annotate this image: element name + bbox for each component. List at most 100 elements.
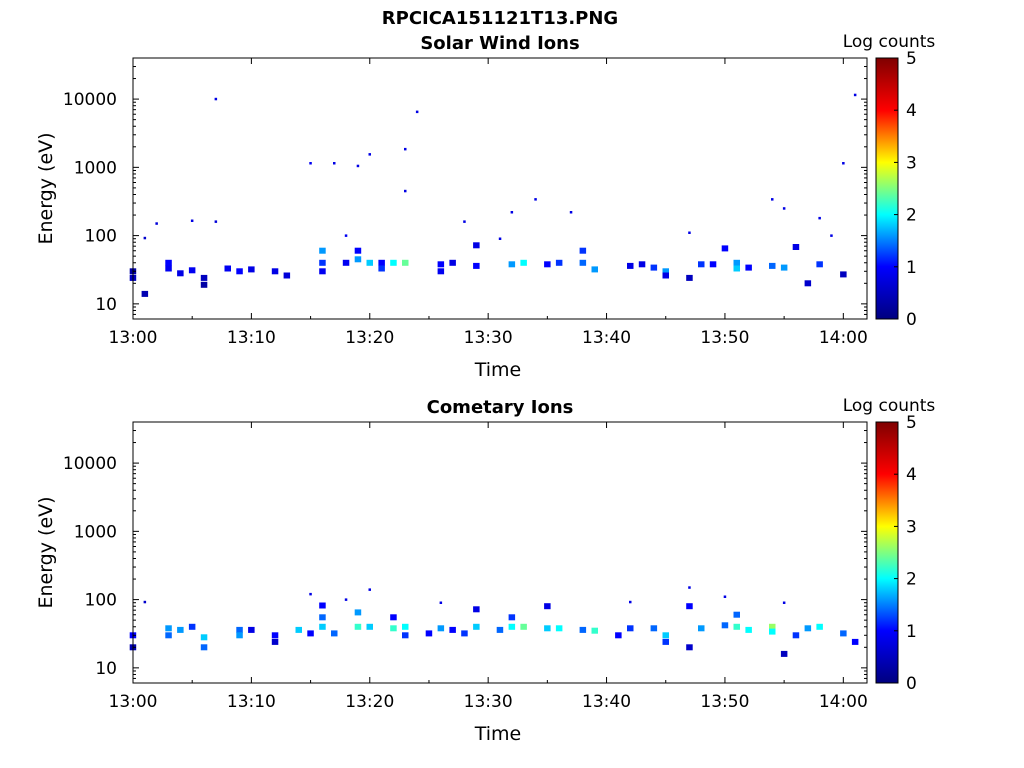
heatmap-cell [851,638,859,645]
heatmap-cell [508,261,516,268]
heatmap-cell [309,592,312,596]
heatmap-cell [354,623,362,630]
heatmap-cell [520,259,527,266]
y-axis-label: Energy (eV) [35,132,57,244]
heatmap-cell [188,267,196,274]
colorbar-tick-label: 5 [906,413,917,433]
heatmap-cell [733,623,740,630]
colorbar-tick-label: 2 [906,206,917,226]
colorbar-tick-label: 4 [906,101,917,121]
heatmap-cell [319,259,326,266]
heatmap-cell [143,236,147,240]
heatmap-cell [804,625,812,632]
heatmap-cell [271,638,279,645]
heatmap-cell [437,625,445,632]
heatmap-cell [780,264,788,271]
heatmap-cell [437,261,445,268]
x-tick-label: 13:30 [464,328,513,348]
heatmap-cell [439,601,443,604]
heatmap-cell [769,628,776,635]
colorbar-tick-label: 3 [906,153,917,173]
heatmap-cell [200,274,208,281]
y-tick-label: 100 [85,591,117,611]
heatmap-cell [190,219,194,222]
colorbar [875,421,899,684]
heatmap-cell [368,588,371,591]
panel-solar-wind-ions: Solar Wind Ions 13:00 13:10 13:20 13:30 13:40… [35,32,935,381]
colorbar-tick-label: 2 [906,570,917,590]
heatmap-cell [496,626,504,633]
heatmap-cell [688,586,691,589]
y-tick-label: 1000 [74,522,117,542]
heatmap-cell [804,280,812,287]
x-tick-label: 13:00 [109,692,158,712]
heatmap-cell [792,244,800,250]
heatmap-cell [721,622,729,629]
plot-frame [132,421,868,684]
heatmap-cell [569,211,573,214]
x-tick-label: 13:40 [582,328,631,348]
heatmap-cell [143,600,147,604]
heatmap-cell [780,650,788,657]
heatmap-cell [627,262,634,269]
heatmap-cell [555,259,563,266]
y-tick-label: 1000 [74,158,117,178]
heatmap-cell [378,265,385,272]
colorbar [875,57,899,320]
heatmap-cell [177,270,184,277]
heatmap-cell [473,262,480,269]
heatmap-cell [591,627,598,634]
heatmap-cell [638,261,646,268]
heatmap-cell [662,272,669,279]
x-tick-label: 13:20 [345,328,394,348]
heatmap-cell [745,626,752,633]
heatmap-cell [295,626,302,633]
heatmap-cell [853,93,857,97]
x-tick-label: 13:40 [582,692,631,712]
heatmap-cell [390,625,397,632]
heatmap-cell [319,268,326,275]
heatmap-cell [698,625,705,632]
x-axis-label: Time [474,359,522,381]
heatmap-cell [402,623,409,630]
heatmap-cell [723,595,727,598]
heatmap-cell [236,632,243,639]
heatmap-cell [733,611,740,618]
heatmap-cell [309,162,312,165]
x-tick-label: 13:00 [109,328,158,348]
heatmap-cell [342,259,350,266]
heatmap-cell [816,623,823,630]
heatmap-cell [415,110,419,114]
heatmap-cell [498,237,502,240]
colorbar-tick-label: 0 [906,310,917,330]
heatmap-cell [816,261,823,268]
x-tick-label: 13:20 [345,692,394,712]
heatmap-cell [544,603,551,610]
heatmap-cell [307,630,314,637]
heatmap-cell [437,268,445,275]
heatmap-cell [733,265,740,272]
heatmap-cell [155,222,158,225]
colorbar-label: Log counts [843,396,936,416]
heatmap-cell [579,259,587,266]
heatmap-cells [129,93,857,297]
heatmap-cell [769,262,776,269]
heatmap-cell [344,234,348,237]
heatmap-cell [177,626,184,633]
heatmap-cell [404,147,407,151]
heatmap-cell [425,630,433,637]
heatmap-cell [662,268,669,275]
heatmap-cell [662,632,669,639]
heatmap-cell [688,231,691,234]
y-tick-label: 10000 [63,90,117,110]
heatmap-cell [404,189,407,193]
heatmap-cell [449,259,456,266]
heatmap-cell [544,625,551,632]
heatmap-cell [402,632,409,639]
heatmap-cell [473,242,480,249]
heatmap-cell [200,644,208,651]
heatmap-cell [236,626,243,633]
x-axis-label: Time [474,723,522,745]
heatmap-cell [840,271,847,278]
